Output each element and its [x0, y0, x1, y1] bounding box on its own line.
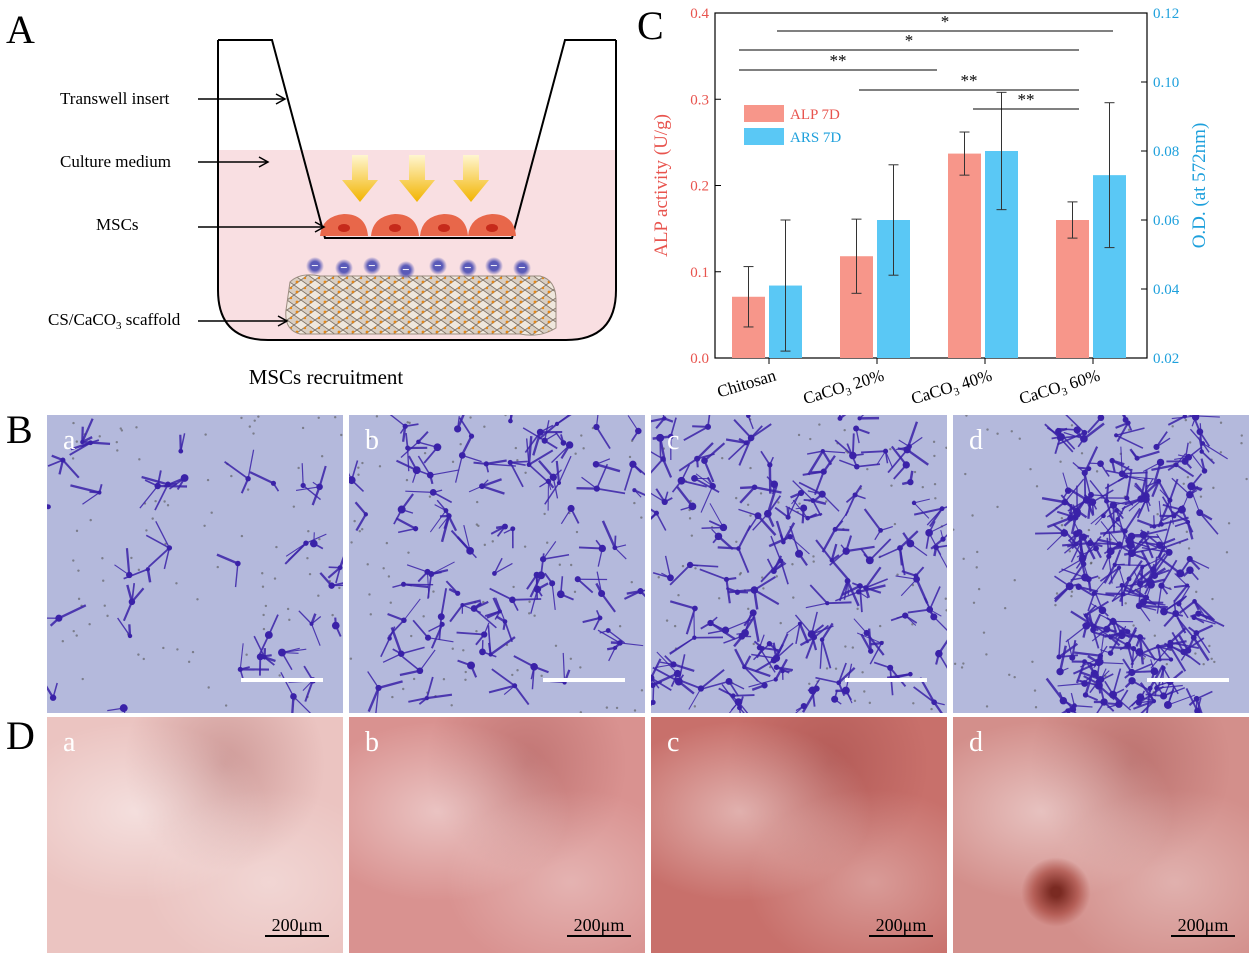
scale-bar — [567, 935, 631, 937]
scale-text: 200μm — [573, 915, 625, 935]
scale-bar — [1171, 935, 1235, 937]
right-tick-label: 0.04 — [1153, 282, 1180, 298]
x-tick-label: CaCO3 40% — [909, 366, 995, 411]
significance-mark: ** — [961, 71, 978, 90]
image-label: b — [365, 425, 379, 456]
x-tick-label: CaCO3 60% — [1017, 366, 1103, 411]
scale-bar — [845, 678, 927, 682]
scale-bar — [265, 935, 329, 937]
image-label: d — [969, 727, 983, 758]
left-tick-label: 0.0 — [690, 351, 709, 367]
bar-alp-7d — [948, 153, 981, 358]
migration-image-b: b — [349, 415, 645, 713]
ars-image-c: c 200μm — [651, 717, 947, 953]
ion-symbol: − — [434, 258, 441, 273]
migration-image-c: c — [651, 415, 947, 713]
chemotaxis-arrows — [342, 155, 489, 202]
left-axis-label: ALP activity (U/g) — [651, 114, 672, 257]
panel-label-a: A — [6, 7, 35, 52]
significance-mark: * — [941, 12, 950, 31]
transwell-schematic: − − − − − − − − Transwell insert Culture medium… — [48, 39, 617, 389]
mineral-nodule — [1021, 857, 1091, 927]
ars-image-d: d 200μm — [953, 717, 1249, 953]
right-tick-label: 0.06 — [1153, 213, 1180, 229]
label-mscs: MSCs — [96, 215, 139, 234]
scale-text: 200μm — [1177, 915, 1229, 935]
legend-swatch — [744, 105, 784, 122]
ion-symbol: − — [518, 260, 525, 275]
label-scaffold: CS/CaCO3 scaffold — [48, 310, 181, 332]
migration-image-a: a — [47, 415, 343, 713]
label-medium: Culture medium — [60, 152, 171, 171]
x-tick-label: Chitosan — [715, 366, 779, 402]
legend-swatch — [744, 128, 784, 145]
schematic-caption: MSCs recruitment — [249, 365, 404, 389]
image-label: a — [63, 727, 76, 758]
significance-mark: * — [905, 31, 914, 50]
ion-symbol: − — [490, 258, 497, 273]
x-tick-label: CaCO3 20% — [801, 366, 887, 411]
scaffold — [285, 274, 557, 336]
right-axis-label: O.D. (at 572nm) — [1189, 123, 1210, 249]
significance-mark: ** — [830, 51, 847, 70]
scale-text: 200μm — [875, 915, 927, 935]
significance-mark: ** — [1018, 90, 1035, 109]
ion-symbol: − — [464, 260, 471, 275]
label-transwell: Transwell insert — [60, 89, 170, 108]
scale-bar — [241, 678, 323, 682]
image-label: a — [63, 425, 76, 456]
right-tick-label: 0.12 — [1153, 6, 1179, 22]
ars-image-b: b 200μm — [349, 717, 645, 953]
outer-well — [217, 40, 617, 341]
msc-cells — [320, 214, 516, 236]
left-tick-label: 0.3 — [690, 92, 709, 108]
ions — [306, 257, 531, 279]
image-label: b — [365, 727, 379, 758]
left-tick-label: 0.4 — [690, 6, 709, 22]
label-pointers — [198, 93, 326, 327]
migration-image-d: d — [953, 415, 1249, 713]
panel-label-c: C — [637, 3, 664, 48]
panel-label-b: B — [6, 407, 33, 452]
ion-symbol: − — [311, 258, 318, 273]
image-label: c — [667, 727, 680, 758]
right-tick-label: 0.02 — [1153, 351, 1179, 367]
panel-label-d: D — [6, 713, 35, 758]
bar-alp-7d — [1056, 220, 1089, 358]
ars-image-a: a 200μm — [47, 717, 343, 953]
scale-bar — [869, 935, 933, 937]
image-label: c — [667, 425, 680, 456]
legend-label: ARS 7D — [790, 130, 841, 146]
image-label: d — [969, 425, 983, 456]
ion-symbol: − — [402, 262, 409, 277]
right-tick-label: 0.10 — [1153, 75, 1179, 91]
scale-bar — [1147, 678, 1229, 682]
scale-text: 200μm — [271, 915, 323, 935]
left-tick-label: 0.1 — [690, 265, 709, 281]
alp-ars-chart: 0.0 0.1 0.2 0.3 0.4 0.02 0.04 0.06 0.08 0.10 0.12 A… — [651, 6, 1210, 411]
ion-symbol: − — [340, 260, 347, 275]
right-tick-label: 0.08 — [1153, 144, 1179, 160]
legend-label: ALP 7D — [790, 107, 840, 123]
scale-bar — [543, 678, 625, 682]
left-tick-label: 0.2 — [690, 179, 709, 195]
ion-symbol: − — [368, 258, 375, 273]
